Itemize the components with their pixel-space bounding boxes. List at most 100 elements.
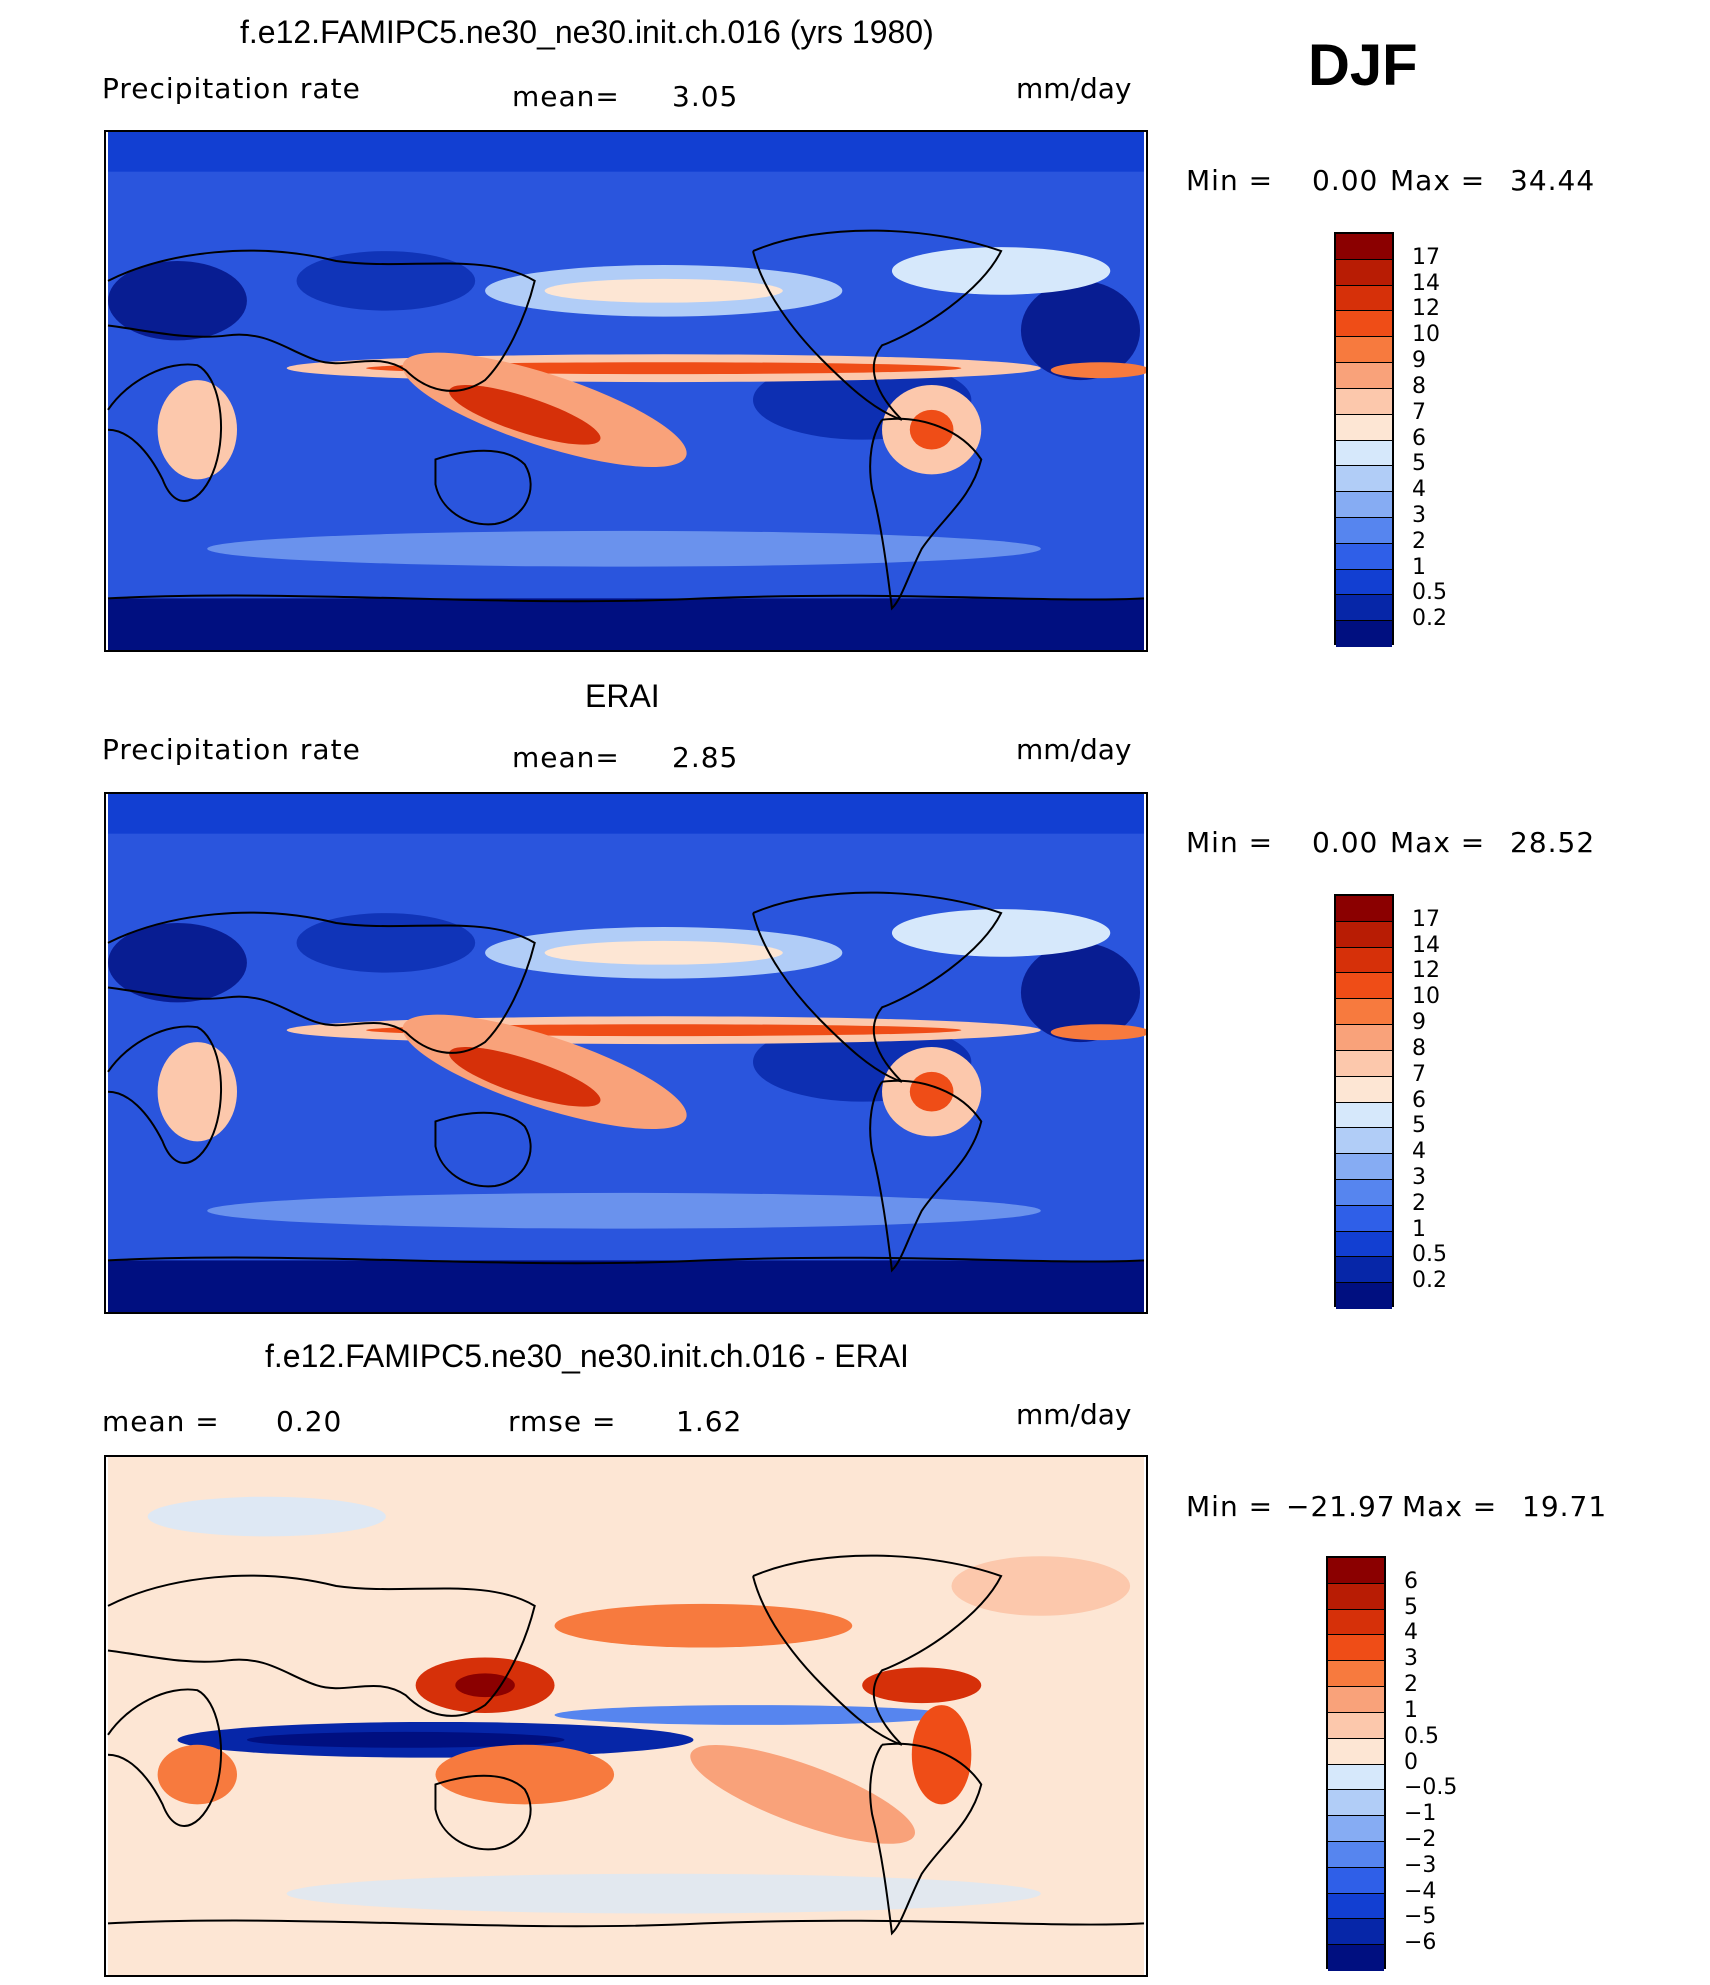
colorbar-segment bbox=[1336, 1205, 1392, 1232]
colorbar-tick-label: −1 bbox=[1404, 1801, 1437, 1827]
panel2-precip-map bbox=[104, 792, 1148, 1314]
panel1-variable-label: Precipitation rate bbox=[102, 72, 361, 105]
colorbar-tick-label: 0 bbox=[1404, 1749, 1418, 1775]
panel2-max-label: Max = bbox=[1390, 826, 1486, 859]
colorbar-tick-label: 0.5 bbox=[1412, 580, 1447, 606]
colorbar-tick-label: 3 bbox=[1412, 1164, 1426, 1190]
colorbar-tick-label: 0.2 bbox=[1412, 606, 1447, 632]
panel1-min-value: 0.00 bbox=[1312, 164, 1379, 197]
colorbar-segment bbox=[1328, 1738, 1384, 1765]
colorbar-tick-label: 2 bbox=[1404, 1672, 1418, 1698]
colorbar-segment bbox=[1336, 621, 1392, 647]
colorbar-tick-label: 10 bbox=[1412, 984, 1440, 1010]
panel2-min-label: Min = bbox=[1186, 826, 1274, 859]
colorbar-segment bbox=[1328, 1790, 1384, 1817]
colorbar-segment bbox=[1336, 492, 1392, 518]
colorbar-tick-label: 1 bbox=[1404, 1697, 1418, 1723]
panel3-max-label: Max = bbox=[1402, 1490, 1498, 1523]
colorbar-segment bbox=[1336, 1257, 1392, 1284]
colorbar-segment bbox=[1336, 388, 1392, 415]
colorbar-segment bbox=[1328, 1919, 1384, 1946]
colorbar-segment bbox=[1328, 1583, 1384, 1610]
colorbar-tick-label: 4 bbox=[1412, 477, 1426, 503]
colorbar-tick-label: −5 bbox=[1404, 1904, 1437, 1930]
colorbar-tick-label: 1 bbox=[1412, 1216, 1426, 1242]
colorbar-tick-label: 7 bbox=[1412, 1061, 1426, 1087]
coastlines bbox=[107, 229, 1145, 611]
colorbar-tick-label: −4 bbox=[1404, 1878, 1437, 1904]
coastlines bbox=[107, 1554, 1145, 1936]
panel2-units: mm/day bbox=[1016, 733, 1132, 766]
colorbar-segment bbox=[1336, 1102, 1392, 1129]
colorbar-segment bbox=[1336, 363, 1392, 389]
colorbar-tick-label: 12 bbox=[1412, 958, 1440, 984]
colorbar-tick-label: −2 bbox=[1404, 1826, 1437, 1852]
colorbar-segment bbox=[1328, 1841, 1384, 1868]
colorbar-segment bbox=[1336, 973, 1392, 1000]
panel1-precip-map bbox=[104, 130, 1148, 652]
panel2-mean-label: mean= bbox=[512, 741, 620, 774]
panel3-units: mm/day bbox=[1016, 1398, 1132, 1431]
panel1-units: mm/day bbox=[1016, 72, 1132, 105]
colorbar-tick-label: 0.5 bbox=[1412, 1242, 1447, 1268]
colorbar-segment bbox=[1336, 234, 1392, 260]
colorbar-tick-label: −6 bbox=[1404, 1930, 1437, 1956]
panel3-rmse-label: rmse = bbox=[508, 1405, 617, 1438]
colorbar-tick-label: 6 bbox=[1404, 1568, 1418, 1594]
panel2-colorbar bbox=[1334, 894, 1394, 1309]
colorbar-segment bbox=[1328, 1687, 1384, 1713]
panel1-colorbar bbox=[1334, 232, 1394, 647]
colorbar-tick-label: −0.5 bbox=[1404, 1775, 1458, 1801]
colorbar-segment bbox=[1336, 543, 1392, 570]
colorbar-tick-label: 17 bbox=[1412, 244, 1440, 270]
colorbar-segment bbox=[1336, 517, 1392, 544]
colorbar-segment bbox=[1336, 1025, 1392, 1051]
colorbar-tick-label: 8 bbox=[1412, 1035, 1426, 1061]
colorbar-segment bbox=[1336, 921, 1392, 948]
map-field bbox=[107, 132, 1146, 650]
colorbar-segment bbox=[1336, 1179, 1392, 1206]
panel1-min-label: Min = bbox=[1186, 164, 1274, 197]
panel3-mean-label: mean = bbox=[102, 1405, 220, 1438]
colorbar-segment bbox=[1336, 569, 1392, 596]
panel3-title: f.e12.FAMIPC5.ne30_ne30.init.ch.016 - ER… bbox=[265, 1338, 909, 1374]
colorbar-segment bbox=[1336, 1231, 1392, 1258]
colorbar-tick-label: −3 bbox=[1404, 1852, 1437, 1878]
colorbar-segment bbox=[1336, 595, 1392, 622]
colorbar-segment bbox=[1336, 896, 1392, 922]
colorbar-segment bbox=[1328, 1661, 1384, 1688]
map-field bbox=[107, 1457, 1145, 1975]
colorbar-segment bbox=[1328, 1764, 1384, 1791]
colorbar-tick-label: 4 bbox=[1412, 1139, 1426, 1165]
colorbar-segment bbox=[1328, 1945, 1384, 1971]
colorbar-tick-label: 17 bbox=[1412, 906, 1440, 932]
colorbar-tick-label: 5 bbox=[1412, 451, 1426, 477]
colorbar-tick-label: 6 bbox=[1412, 425, 1426, 451]
colorbar-segment bbox=[1336, 1050, 1392, 1077]
colorbar-segment bbox=[1328, 1712, 1384, 1739]
colorbar-tick-label: 4 bbox=[1404, 1620, 1418, 1646]
colorbar-segment bbox=[1336, 466, 1392, 493]
colorbar-tick-label: 1 bbox=[1412, 554, 1426, 580]
coastlines bbox=[107, 891, 1145, 1273]
colorbar-tick-label: 12 bbox=[1412, 296, 1440, 322]
colorbar-tick-label: 3 bbox=[1404, 1646, 1418, 1672]
panel2-max-value: 28.52 bbox=[1510, 826, 1596, 859]
colorbar-segment bbox=[1328, 1867, 1384, 1894]
colorbar-segment bbox=[1336, 1076, 1392, 1103]
map-field bbox=[107, 794, 1146, 1312]
colorbar-segment bbox=[1328, 1635, 1384, 1662]
colorbar-tick-label: 7 bbox=[1412, 399, 1426, 425]
colorbar-tick-label: 14 bbox=[1412, 270, 1440, 296]
panel1-title: f.e12.FAMIPC5.ne30_ne30.init.ch.016 (yrs… bbox=[240, 14, 934, 50]
colorbar-segment bbox=[1336, 414, 1392, 441]
panel3-difference-map bbox=[104, 1455, 1148, 1977]
colorbar-tick-label: 14 bbox=[1412, 932, 1440, 958]
colorbar-segment bbox=[1336, 311, 1392, 338]
colorbar-segment bbox=[1336, 1154, 1392, 1180]
colorbar-tick-label: 3 bbox=[1412, 502, 1426, 528]
colorbar-segment bbox=[1336, 440, 1392, 467]
colorbar-segment bbox=[1336, 1128, 1392, 1155]
colorbar-tick-label: 0.5 bbox=[1404, 1723, 1439, 1749]
season-label: DJF bbox=[1308, 33, 1418, 98]
